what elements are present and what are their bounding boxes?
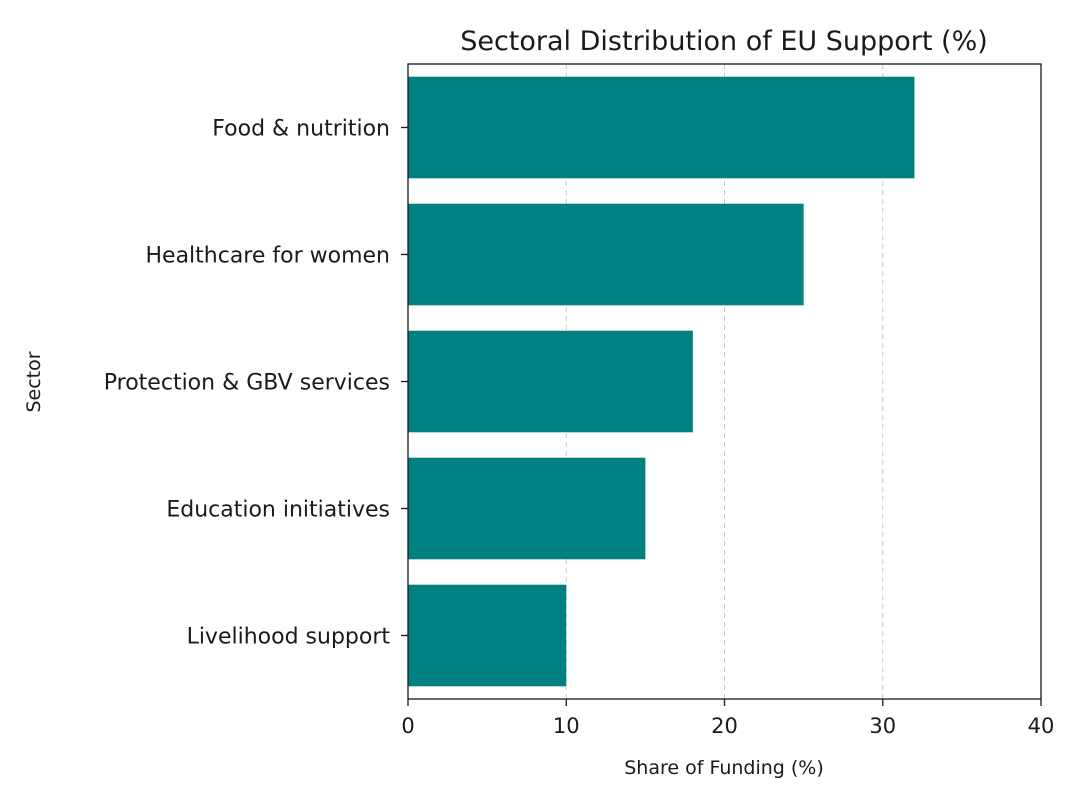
y-tick-label: Healthcare for women xyxy=(145,244,390,269)
x-axis-label: Share of Funding (%) xyxy=(624,757,824,779)
y-tick-label: Livelihood support xyxy=(187,625,391,650)
bar xyxy=(408,203,804,306)
bar xyxy=(408,76,915,179)
y-tick-label: Protection & GBV services xyxy=(104,371,390,396)
y-tick-label: Food & nutrition xyxy=(212,117,390,142)
x-tick-label: 10 xyxy=(553,714,580,738)
bar xyxy=(408,457,646,560)
x-tick-label: 30 xyxy=(869,714,896,738)
chart-title: Sectoral Distribution of EU Support (%) xyxy=(460,26,988,57)
x-tick-label: 40 xyxy=(1028,714,1055,738)
y-axis-ticks: Food & nutrition Healthcare for women Prot… xyxy=(104,117,408,650)
x-tick-label: 20 xyxy=(711,714,738,738)
bar xyxy=(408,330,693,433)
x-tick-label: 0 xyxy=(401,714,414,738)
bar xyxy=(408,584,567,687)
x-axis-ticks: 0 10 20 30 40 xyxy=(401,699,1054,738)
y-axis-label: Sector xyxy=(23,351,45,412)
bars xyxy=(408,76,915,687)
y-tick-label: Education initiatives xyxy=(166,498,390,523)
